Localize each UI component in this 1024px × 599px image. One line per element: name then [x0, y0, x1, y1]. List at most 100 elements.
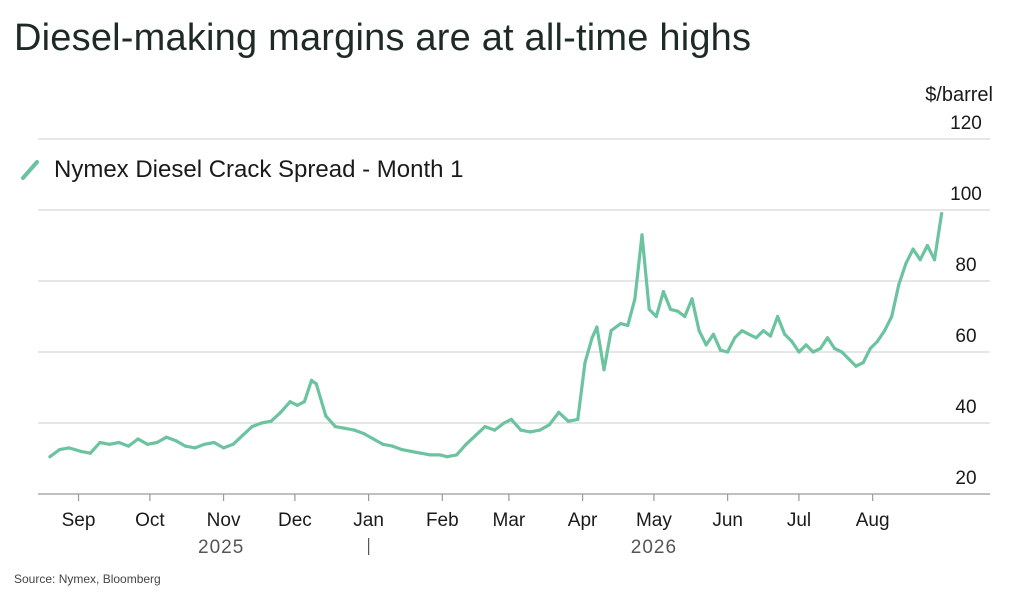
data-point [67, 446, 71, 450]
data-point [566, 419, 570, 423]
data-point [904, 261, 908, 265]
data-point [279, 410, 283, 414]
data-point [875, 339, 880, 343]
data-point [48, 455, 52, 459]
data-point [474, 433, 478, 437]
y-axis-unit-label: $/barrel [925, 84, 993, 106]
data-point [818, 346, 823, 351]
data-point [343, 426, 347, 430]
x-tick-label-sep: Sep [62, 510, 96, 531]
data-point [419, 451, 423, 455]
x-tick-label-aug: Aug [856, 510, 890, 531]
data-point [260, 421, 264, 425]
data-point [833, 346, 837, 351]
data-point [183, 444, 188, 448]
data-point [761, 329, 765, 333]
data-point [126, 444, 131, 448]
data-point [57, 448, 62, 452]
data-point [155, 440, 159, 445]
data-point [711, 332, 716, 336]
data-point [718, 348, 723, 352]
data-point [847, 357, 851, 361]
data-point [825, 336, 830, 340]
data-point [381, 442, 385, 446]
source-note: Source: Nymex, Bloomberg [14, 572, 161, 586]
data-point [428, 453, 432, 457]
data-point [925, 243, 930, 248]
series-line-0 [48, 212, 944, 459]
data-point [557, 410, 561, 414]
data-point [704, 343, 708, 347]
chart-title: Diesel-making margins are at all-time hi… [14, 17, 752, 59]
data-point [640, 233, 644, 237]
data-point [697, 329, 701, 333]
data-point [669, 307, 673, 311]
legend-swatch [21, 160, 39, 180]
data-point [897, 283, 901, 287]
data-point [868, 346, 872, 351]
data-point [538, 428, 542, 432]
data-point [390, 444, 394, 448]
series-lines [48, 212, 944, 459]
data-point [79, 449, 83, 453]
data-point [309, 378, 314, 382]
year-label-2026: 2026 [631, 537, 677, 558]
legend: Nymex Diesel Crack Spread - Month 1 [20, 156, 463, 184]
legend-swatch-line [21, 160, 39, 180]
year-label-2025: 2025 [198, 537, 244, 558]
data-point [222, 446, 226, 450]
data-point [117, 440, 121, 445]
data-point [726, 350, 730, 354]
year-labels: 2025 2026 [198, 537, 677, 558]
data-point [854, 364, 858, 368]
x-tick-label-dec: Dec [278, 510, 312, 531]
data-point [333, 425, 337, 429]
data-point [918, 258, 922, 262]
data-point [940, 212, 944, 216]
data-point [231, 442, 235, 446]
data-point [164, 435, 169, 439]
data-point [547, 423, 551, 427]
data-point [626, 323, 630, 327]
data-point [250, 425, 254, 429]
data-point [768, 334, 773, 338]
data-point [438, 453, 442, 457]
data-point [528, 430, 532, 434]
data-point [269, 419, 273, 423]
data-point [747, 332, 751, 336]
data-point [88, 451, 92, 455]
data-point [445, 455, 449, 459]
y-tick-label-120: 120 [950, 113, 982, 134]
data-point [911, 247, 915, 251]
data-point [193, 446, 197, 450]
x-tick-label-jul: Jul [787, 510, 811, 531]
data-point [690, 297, 694, 301]
x-tick-label-feb: Feb [426, 510, 459, 531]
x-tick-label-jan: Jan [353, 510, 384, 531]
y-tick-label-40: 40 [955, 397, 976, 418]
x-axis-ticks: Sep Oct Nov Dec Jan Feb Mar Apr May Jun Jul Aug [62, 494, 890, 531]
data-point [861, 361, 865, 365]
data-point [790, 339, 794, 343]
x-tick-label-oct: Oct [135, 510, 165, 531]
y-tick-label-80: 80 [955, 255, 976, 276]
gridlines [38, 138, 990, 495]
data-point [314, 382, 318, 386]
data-point [890, 314, 894, 319]
x-tick-label-apr: Apr [568, 510, 598, 531]
data-point [409, 449, 413, 453]
data-point [362, 432, 366, 436]
data-point [371, 437, 375, 441]
data-point [145, 442, 150, 446]
data-point [932, 258, 937, 262]
data-point [212, 440, 216, 445]
data-point [583, 361, 587, 365]
y-tick-label-100: 100 [950, 184, 982, 205]
data-point [174, 439, 178, 443]
data-point [883, 329, 887, 333]
data-point [98, 440, 102, 445]
data-point [107, 442, 111, 446]
y-tick-label-20: 20 [955, 468, 976, 489]
legend-label: Nymex Diesel Crack Spread - Month 1 [54, 156, 464, 183]
data-point [295, 403, 299, 407]
